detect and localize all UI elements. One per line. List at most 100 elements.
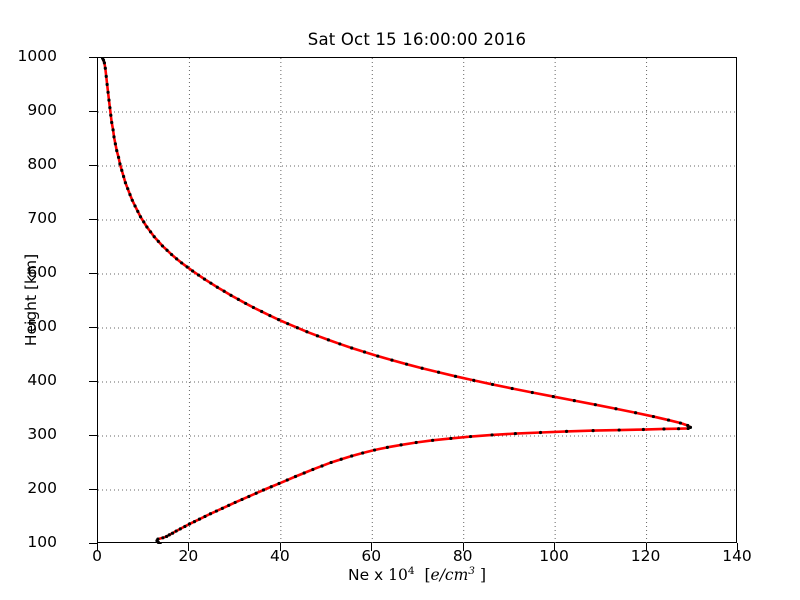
series-marker: [350, 454, 354, 458]
series-marker: [326, 338, 330, 342]
y-tick-mark: [89, 489, 97, 490]
series-marker: [510, 386, 514, 391]
series-marker: [209, 281, 213, 285]
series-marker: [662, 427, 666, 431]
series-marker: [145, 225, 149, 229]
plot-axes: [97, 57, 738, 544]
series-marker: [420, 366, 424, 370]
series-marker: [551, 394, 555, 399]
series-marker: [678, 421, 683, 425]
series-marker: [106, 90, 110, 94]
series-marker: [251, 305, 256, 310]
y-tick-mark: [89, 435, 97, 436]
series-marker: [277, 481, 281, 486]
series-marker: [385, 445, 389, 449]
series-marker: [229, 293, 233, 297]
series-marker: [107, 98, 111, 102]
series-marker: [133, 204, 137, 208]
series-marker: [362, 350, 367, 354]
x-tick-mark: [371, 543, 373, 551]
series-marker: [286, 322, 290, 326]
series-marker: [651, 414, 656, 419]
y-tick-label: 300: [27, 425, 57, 443]
series-marker: [175, 257, 179, 261]
series-marker: [617, 428, 621, 432]
series-marker: [122, 174, 126, 179]
series-marker: [167, 533, 171, 537]
series-marker: [490, 382, 495, 387]
series-marker: [108, 106, 112, 110]
series-marker: [361, 451, 365, 455]
series-marker: [247, 494, 251, 499]
series-marker: [436, 370, 441, 374]
y-tick-label: 200: [27, 479, 57, 497]
series-marker: [261, 488, 266, 492]
x-tick-mark: [188, 543, 190, 551]
y-tick-label: 100: [27, 533, 57, 551]
series-marker: [214, 509, 218, 513]
x-axis-label-lead: Ne x: [347, 566, 389, 584]
series-marker: [100, 58, 105, 60]
y-tick-label: 900: [27, 101, 57, 119]
y-tick-mark: [89, 543, 97, 544]
series-marker: [110, 120, 114, 125]
series-marker: [676, 427, 681, 431]
x-axis-label-base: 10: [388, 566, 408, 584]
series-marker: [120, 168, 124, 172]
series-marker: [130, 198, 134, 202]
x-tick-label: 20: [178, 547, 199, 565]
series-marker: [254, 491, 258, 495]
series-marker: [449, 436, 453, 441]
series-marker: [236, 297, 240, 301]
series-marker: [180, 261, 184, 265]
series-marker: [197, 517, 202, 521]
series-marker: [203, 514, 207, 519]
x-tick-mark: [737, 543, 738, 551]
series-marker: [174, 529, 178, 533]
y-axis-label: Height [km]: [22, 253, 40, 347]
x-axis-label-open-bracket: [: [424, 566, 431, 584]
x-axis-label: Ne x 104 [e/cm3 ]: [97, 566, 737, 584]
series-marker: [111, 128, 115, 132]
x-tick-label: 80: [452, 547, 473, 565]
series-marker: [113, 142, 117, 146]
series-marker: [240, 497, 244, 502]
series-marker: [156, 239, 160, 243]
y-tick-label: 600: [27, 263, 57, 281]
series-marker: [156, 537, 160, 541]
series-marker: [187, 522, 192, 526]
series-marker: [688, 425, 693, 429]
plot-title: Sat Oct 15 16:00:00 2016: [307, 30, 527, 49]
series-marker: [233, 500, 237, 505]
series-marker: [404, 362, 409, 366]
series-marker: [320, 464, 324, 468]
series-marker: [686, 423, 690, 428]
series-marker: [295, 326, 299, 330]
series-marker: [244, 301, 248, 306]
y-tick-label: 1000: [17, 47, 57, 65]
x-tick-label: 100: [539, 547, 569, 565]
series-marker: [196, 273, 201, 277]
series-marker: [260, 309, 264, 314]
y-tick-mark: [89, 219, 97, 220]
x-tick-mark: [97, 543, 98, 551]
series-marker: [329, 460, 333, 465]
series-marker: [118, 162, 122, 166]
series-marker: [564, 429, 569, 434]
series-marker: [472, 378, 476, 382]
series-marker: [220, 506, 224, 510]
series-marker: [634, 411, 638, 415]
series-marker: [293, 474, 298, 479]
series-marker: [268, 313, 272, 318]
x-tick-mark: [462, 543, 464, 551]
series-marker: [104, 74, 108, 78]
series-marker: [165, 248, 169, 252]
series-marker: [123, 181, 128, 185]
y-tick-label: 800: [27, 155, 57, 173]
series-marker: [191, 269, 195, 273]
series-marker: [538, 430, 543, 435]
y-tick-label: 700: [27, 209, 57, 227]
series-marker: [116, 155, 121, 159]
data-series-group: [100, 58, 693, 544]
series-marker: [227, 503, 231, 507]
